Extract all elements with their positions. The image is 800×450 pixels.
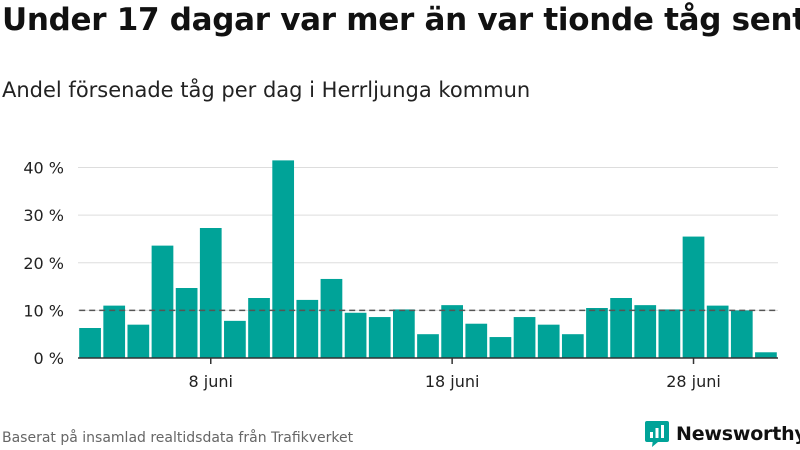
bar xyxy=(296,299,319,358)
y-tick-label: 10 % xyxy=(23,301,64,320)
bar xyxy=(730,310,753,358)
bar xyxy=(79,328,101,358)
bar xyxy=(175,288,198,358)
bar xyxy=(368,317,391,358)
bar xyxy=(393,309,415,358)
bar xyxy=(224,320,246,358)
x-tick-label: 18 juni xyxy=(425,372,480,391)
bar xyxy=(465,323,488,358)
bar xyxy=(658,309,681,358)
bar xyxy=(103,305,126,358)
bar xyxy=(272,160,295,358)
bar xyxy=(151,245,174,358)
bar xyxy=(610,298,632,358)
y-tick-label: 40 % xyxy=(23,159,64,178)
x-tick-label: 28 juni xyxy=(666,372,721,391)
brand-logo: Newsworthy xyxy=(644,420,800,448)
bar-chart: 0 % 10 % 20 % 30 % 40 % 8 juni 18 juni 28 juni xyxy=(23,159,778,391)
bar xyxy=(127,324,150,358)
brand-name: Newsworthy xyxy=(676,423,800,445)
bar xyxy=(489,337,512,358)
bar xyxy=(706,305,729,358)
logo-bar-3 xyxy=(661,425,664,438)
bar xyxy=(634,305,657,358)
bar xyxy=(199,228,222,358)
logo-bar-2 xyxy=(655,428,659,438)
bar xyxy=(755,352,777,358)
bar xyxy=(344,312,367,358)
bar xyxy=(441,305,463,358)
bar xyxy=(682,236,705,358)
chart-title: Under 17 dagar var mer än var tionde tåg… xyxy=(2,2,800,38)
bar xyxy=(561,334,584,358)
bar xyxy=(320,278,343,358)
bar xyxy=(417,334,439,358)
newsworthy-logo-icon xyxy=(645,421,669,447)
bar xyxy=(586,308,608,358)
y-tick-label: 0 % xyxy=(34,349,64,368)
x-tick-label: 8 juni xyxy=(189,372,233,391)
y-tick-label: 30 % xyxy=(23,206,64,225)
bar xyxy=(537,324,560,358)
bar xyxy=(513,317,536,358)
logo-bar-1 xyxy=(650,432,653,438)
bar xyxy=(248,298,270,358)
chart-subtitle: Andel försenade tåg per dag i Herrljunga… xyxy=(2,78,531,102)
source-note: Baserat på insamlad realtidsdata från Tr… xyxy=(2,430,354,446)
y-tick-label: 20 % xyxy=(23,254,64,273)
